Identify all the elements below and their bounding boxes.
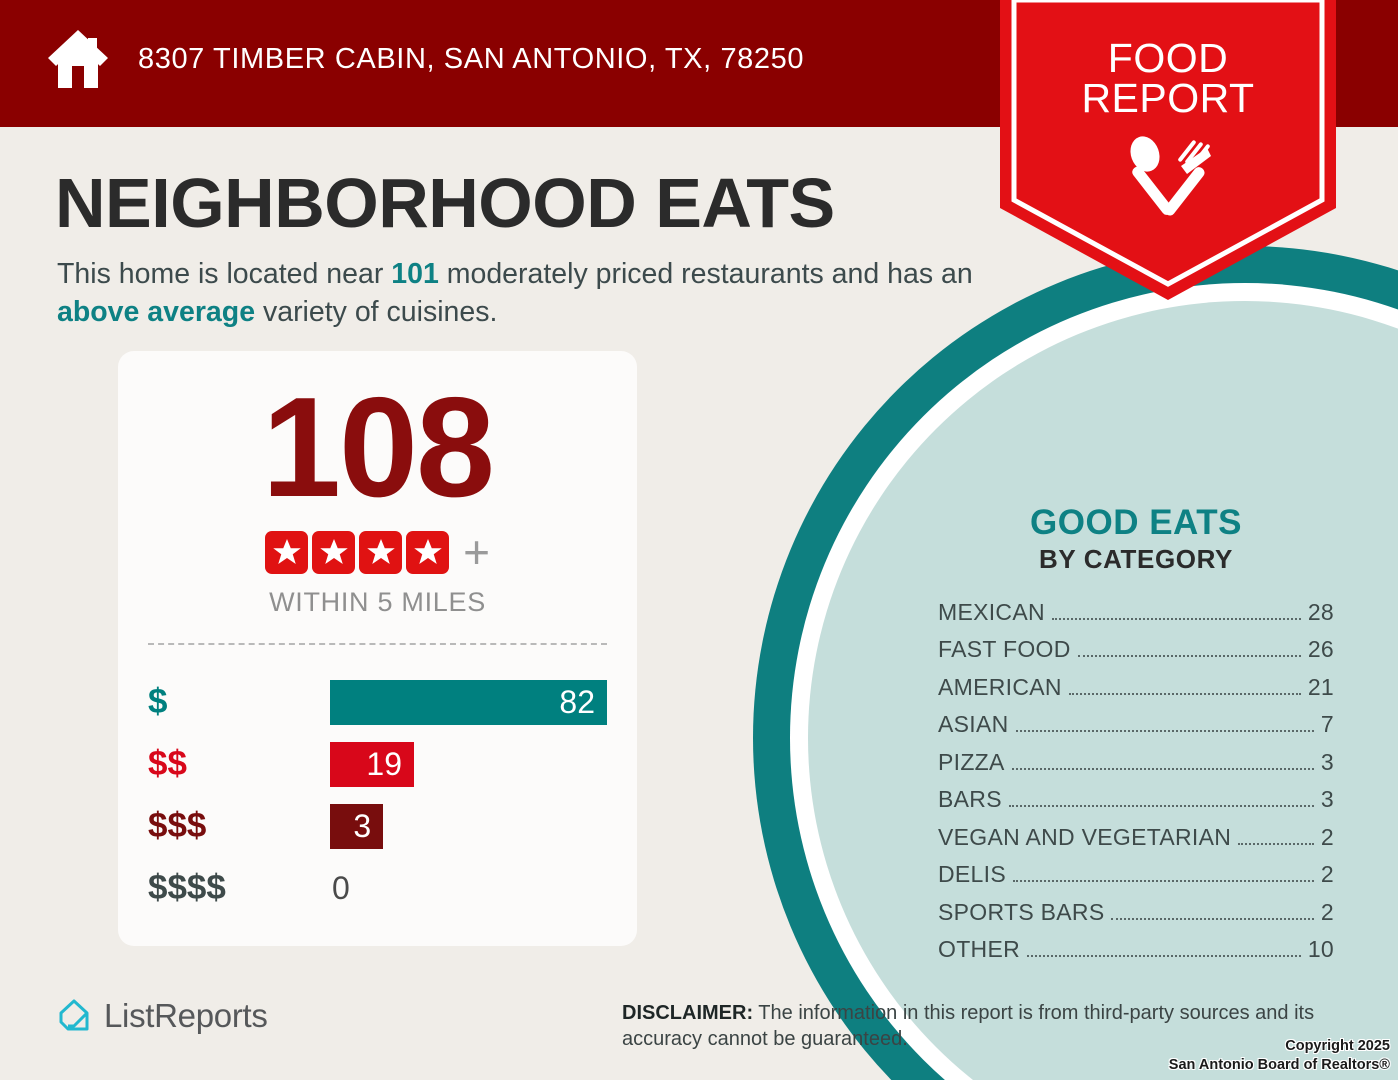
- good-eats-title: GOOD EATS: [1030, 503, 1242, 542]
- listreports-logo-text: ListReports: [104, 997, 268, 1034]
- card-divider: [148, 643, 607, 645]
- star-icon: [406, 530, 450, 574]
- category-row: ASIAN 7: [938, 711, 1334, 749]
- disclaimer-label: DISCLAIMER:: [622, 1002, 754, 1024]
- category-row: DELIS 2: [938, 861, 1334, 899]
- dot-leader: [1111, 917, 1314, 920]
- category-name: PIZZA: [938, 748, 1005, 775]
- home-icon: [48, 30, 108, 88]
- price-tier-bar: 0: [332, 869, 350, 906]
- food-report-badge: FOOD REPORT: [1000, 0, 1336, 300]
- dot-leader: [1068, 692, 1301, 695]
- dot-leader: [1238, 842, 1314, 845]
- good-eats-subtitle: BY CATEGORY: [1039, 543, 1233, 574]
- price-tier-bar: 82: [330, 679, 607, 725]
- price-tier-row: $82: [148, 671, 607, 733]
- dot-leader: [1051, 617, 1301, 620]
- star-icon: [359, 530, 403, 574]
- category-name: BARS: [938, 786, 1002, 813]
- dot-leader: [1011, 767, 1314, 770]
- category-value: 3: [1320, 748, 1334, 775]
- listreports-house-icon: [59, 999, 89, 1031]
- copyright-line1: Copyright 2025: [1285, 1037, 1390, 1054]
- badge-shape: [1000, 0, 1336, 300]
- price-tier-label: $: [148, 682, 168, 721]
- restaurant-count: 108: [262, 368, 495, 527]
- subtitle-highlight-rating: above average: [57, 295, 256, 328]
- category-name: DELIS: [938, 861, 1006, 888]
- good-eats-panel: GOOD EATS BY CATEGORY MEXICAN 28 FAST FOOD…: [938, 503, 1334, 974]
- disclaimer: DISCLAIMER: The information in this repo…: [622, 1000, 1340, 1052]
- price-tier-label: $$$$: [148, 868, 226, 907]
- within-radius-label: WITHIN 5 MILES: [269, 587, 486, 617]
- disclaimer-text: The information in this report is from t…: [622, 1002, 1315, 1050]
- copyright-line2: San Antonio Board of Realtors®: [1168, 1057, 1390, 1074]
- price-tier-row: $$ 19: [148, 733, 607, 795]
- category-row: PIZZA 3: [938, 749, 1334, 787]
- category-row: SPORTS BARS 2: [938, 899, 1334, 937]
- title-block: NEIGHBORHOOD EATS This home is located n…: [55, 168, 987, 331]
- stats-card: 108 + WITHIN 5 MILES $82 $$ 19 $$$ 3 $$$$ 0: [118, 351, 637, 946]
- category-value: 3: [1320, 786, 1334, 813]
- category-name: AMERICAN: [938, 673, 1062, 700]
- dot-leader: [1012, 880, 1314, 883]
- price-tier-bar: 3: [330, 803, 384, 849]
- category-name: OTHER: [938, 936, 1020, 963]
- header-address: 8307 TIMBER CABIN, SAN ANTONIO, TX, 7825…: [138, 42, 805, 75]
- category-value: 2: [1320, 861, 1334, 888]
- category-value: 28: [1307, 598, 1334, 625]
- category-value: 2: [1320, 823, 1334, 850]
- subtitle-part3: variety of cuisines.: [255, 295, 498, 328]
- subtitle-part2: moderately priced restaurants and has an: [438, 258, 973, 290]
- category-name: FAST FOOD: [938, 636, 1071, 663]
- price-tier-bar: 19: [330, 741, 414, 787]
- category-value: 10: [1307, 936, 1334, 963]
- price-tier-chart: $82 $$ 19 $$$ 3 $$$$ 0: [118, 671, 637, 919]
- dot-leader: [1027, 955, 1301, 958]
- category-value: 2: [1320, 898, 1334, 925]
- category-row: VEGAN AND VEGETARIAN 2: [938, 824, 1334, 862]
- dot-leader: [1015, 730, 1314, 733]
- subtitle-highlight-count: 101: [391, 258, 439, 290]
- category-value: 7: [1320, 711, 1334, 738]
- subtitle-part1: This home is located near: [57, 258, 392, 290]
- dot-leader: [1077, 655, 1301, 658]
- star-icon: [265, 530, 309, 574]
- category-name: SPORTS BARS: [938, 898, 1105, 925]
- category-value: 26: [1307, 636, 1334, 663]
- category-row: FAST FOOD 26: [938, 636, 1334, 674]
- star-icon: [312, 530, 356, 574]
- star-rating: +: [118, 529, 637, 575]
- category-row: MEXICAN 28: [938, 599, 1334, 637]
- copyright-notice: Copyright 2025 San Antonio Board of Real…: [1169, 1037, 1390, 1076]
- price-tier-row: $$$ 3: [148, 795, 607, 857]
- category-name: ASIAN: [938, 711, 1009, 738]
- category-value: 21: [1307, 673, 1334, 700]
- plus-sign: +: [463, 526, 490, 578]
- good-eats-list: MEXICAN 28 FAST FOOD 26 AMERICAN 21 ASIAN 7 PIZZ…: [938, 599, 1334, 974]
- category-row: AMERICAN 21: [938, 674, 1334, 712]
- price-tier-label: $$$: [148, 806, 207, 845]
- page-title: NEIGHBORHOOD EATS: [55, 164, 835, 242]
- dot-leader: [1008, 805, 1314, 808]
- category-name: MEXICAN: [938, 598, 1045, 625]
- category-row: OTHER 10: [938, 936, 1334, 974]
- price-tier-row: $$$$ 0: [148, 857, 607, 919]
- header-bar: 8307 TIMBER CABIN, SAN ANTONIO, TX, 7825…: [0, 0, 1398, 127]
- category-name: VEGAN AND VEGETARIAN: [938, 823, 1232, 850]
- spoon-fork-icon: [1130, 136, 1211, 216]
- page-subtitle: This home is located near 101 moderately…: [57, 256, 987, 331]
- header-inner: 8307 TIMBER CABIN, SAN ANTONIO, TX, 7825…: [46, 28, 804, 90]
- price-tier-label: $$: [148, 744, 187, 783]
- listreports-logo[interactable]: ListReports: [56, 997, 268, 1035]
- category-row: BARS 3: [938, 786, 1334, 824]
